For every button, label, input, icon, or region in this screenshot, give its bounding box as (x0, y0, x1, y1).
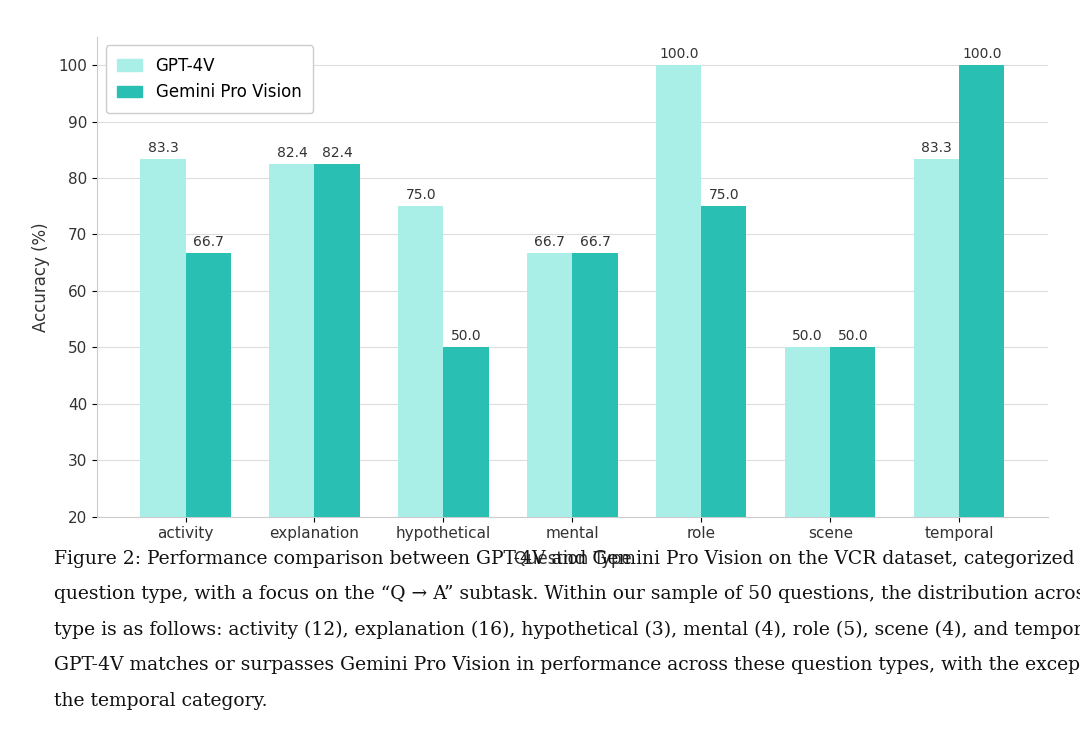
Legend: GPT-4V, Gemini Pro Vision: GPT-4V, Gemini Pro Vision (106, 45, 313, 113)
X-axis label: Question Type: Question Type (513, 550, 632, 568)
Bar (399, 206, 444, 630)
Text: 82.4: 82.4 (322, 147, 352, 160)
Bar (701, 206, 746, 630)
Text: 75.0: 75.0 (406, 188, 436, 202)
Bar (657, 65, 701, 630)
Text: GPT-4V matches or surpasses Gemini Pro Vision in performance across these questi: GPT-4V matches or surpasses Gemini Pro V… (54, 656, 1080, 674)
Bar (914, 159, 959, 630)
Bar (186, 253, 231, 630)
Text: 50.0: 50.0 (838, 329, 868, 343)
Text: 50.0: 50.0 (793, 329, 823, 343)
Text: 50.0: 50.0 (450, 329, 482, 343)
Text: the temporal category.: the temporal category. (54, 692, 268, 709)
Bar (959, 65, 1004, 630)
Bar (527, 253, 572, 630)
Text: 82.4: 82.4 (276, 147, 308, 160)
Text: 66.7: 66.7 (192, 235, 224, 249)
Text: question type, with a focus on the “Q → A” subtask. Within our sample of 50 ques: question type, with a focus on the “Q → … (54, 585, 1080, 603)
Bar (140, 159, 186, 630)
Y-axis label: Accuracy (%): Accuracy (%) (32, 222, 51, 331)
Bar (269, 165, 314, 630)
Text: 83.3: 83.3 (921, 142, 953, 156)
Text: Figure 2: Performance comparison between GPT-4V and Gemini Pro Vision on the VCR: Figure 2: Performance comparison between… (54, 550, 1080, 568)
Bar (572, 253, 618, 630)
Bar (831, 348, 876, 630)
Text: 75.0: 75.0 (708, 188, 739, 202)
Bar (444, 348, 488, 630)
Text: 66.7: 66.7 (535, 235, 565, 249)
Text: 66.7: 66.7 (580, 235, 610, 249)
Text: 100.0: 100.0 (962, 47, 1001, 61)
Text: 100.0: 100.0 (659, 47, 699, 61)
Text: type is as follows: activity (12), explanation (16), hypothetical (3), mental (4: type is as follows: activity (12), expla… (54, 621, 1080, 639)
Text: 83.3: 83.3 (148, 142, 178, 156)
Bar (314, 165, 360, 630)
Bar (785, 348, 831, 630)
